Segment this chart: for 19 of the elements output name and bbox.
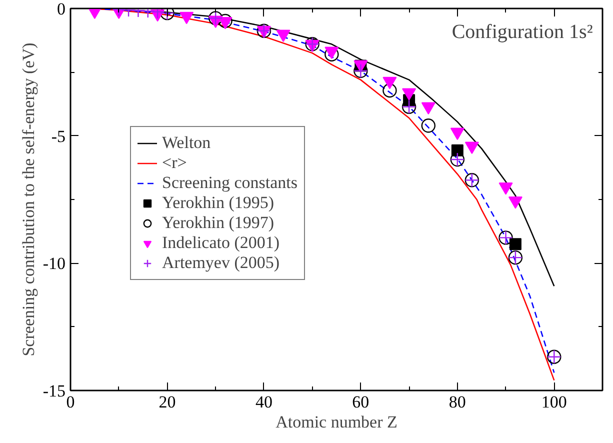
y-tick-label: -5 — [51, 126, 66, 146]
annotation: Configuration 1s² — [452, 21, 593, 44]
y-tick-label: 0 — [57, 0, 66, 18]
x-tick-label: 60 — [352, 392, 370, 412]
legend-label: Yerokhin (1997) — [162, 213, 274, 233]
legend-label: Artemyev (2005) — [162, 253, 280, 273]
y-tick-label: -10 — [42, 254, 66, 274]
x-tick-label: 20 — [158, 392, 176, 412]
legend-label: Welton — [162, 133, 211, 153]
legend-label: Indelicato (2001) — [162, 233, 280, 253]
x-axis-title: Atomic number Z — [276, 412, 398, 432]
legend-label: Screening constants — [162, 173, 298, 193]
y-axis-title: Screening contribution to the self-energy (eV) — [18, 42, 38, 356]
x-tick-label: 40 — [255, 392, 272, 412]
x-tick-label: 100 — [541, 392, 567, 412]
legend-label: Yerokhin (1995) — [162, 193, 274, 213]
legend-label: <r> — [162, 153, 187, 173]
y-tick-label: -15 — [42, 382, 66, 400]
x-tick-label: 80 — [448, 392, 466, 412]
